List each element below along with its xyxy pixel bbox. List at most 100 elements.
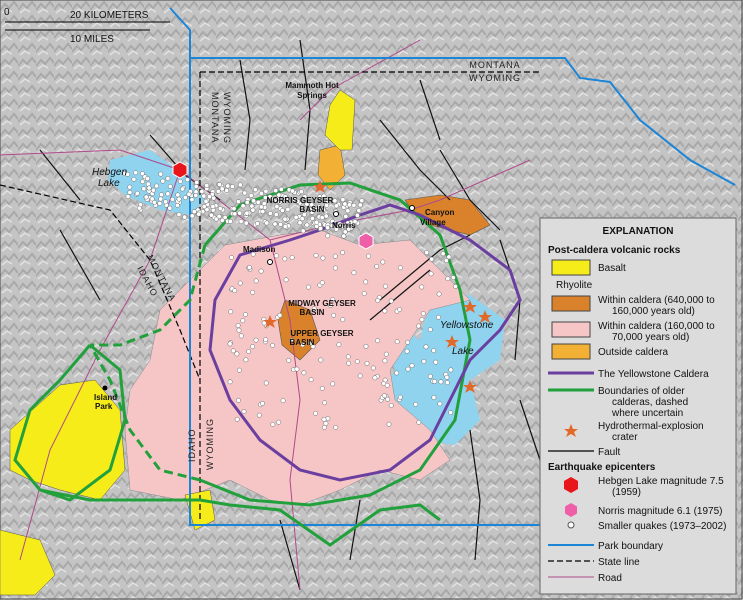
quake-dot [357,373,363,379]
quake-dot [440,251,446,257]
quake-dot [345,354,351,360]
quake-dot [196,211,202,217]
quake-dot [346,360,352,366]
quake-dot [397,394,403,400]
quake-dot [340,197,346,203]
quake-dot [240,318,246,324]
quake-dot [230,348,236,354]
label-line: Island [94,393,117,402]
quake-dot [250,251,256,257]
quake-dot [242,190,248,196]
quake-dot [194,179,200,185]
quake-dot [238,219,244,225]
norris-epicenter [358,232,374,250]
quake-dot [182,195,188,201]
place-label: NORRIS GEYSER BASIN [267,196,334,214]
quake-dot [384,382,390,388]
quake-dot [319,280,325,286]
quake-dot [253,337,259,343]
quake-dot [229,255,234,260]
quake-dot [236,327,242,333]
quake-dot [222,214,228,220]
basalt [9,379,126,501]
quake-dot [294,366,300,372]
quake-dot [244,199,250,205]
quake-dot [143,194,149,200]
quake-dot [258,204,264,210]
legend-label: Norris magnitude 6.1 (1975) [598,506,723,517]
town-dot [409,205,415,211]
crater [263,315,277,328]
quake-dot [127,184,133,190]
quake-dot [203,198,209,204]
quake-dot [176,196,182,202]
quake-dot [252,187,258,193]
basalt [0,529,56,596]
hebgen-epicenter [172,161,188,179]
quake-dot [346,226,352,232]
quake-dot [394,339,400,345]
older-caldera [13,343,441,547]
quake-dot [304,222,310,228]
quake-dot [159,192,164,198]
quake-dot [210,204,216,209]
quake-dot [311,306,317,312]
quake-dot [167,184,173,189]
scale-bar: 0 20 KILOMETERS 10 MILES [4,7,170,45]
quake-dot [215,188,221,194]
quake-dot [282,216,288,222]
quake-dot [334,203,339,209]
label-line: Yellowstone [440,320,494,331]
quake-dot [227,218,233,224]
quake-dot [256,412,262,418]
quake-dot [364,360,370,366]
quake-dot [246,264,252,270]
quake-dot [448,410,454,416]
state-lines [0,71,540,520]
legend-label: Within caldera (640,000 to 160,000 years … [598,295,715,317]
quake-dot [314,219,320,225]
quake-dot [267,210,273,216]
label-line: Canyon [425,208,454,217]
quake-dot [383,351,389,357]
quake-dot [321,193,327,199]
label-line: Within caldera (640,000 to [598,295,715,306]
quake-dot [228,309,234,315]
quake-dot [443,258,449,264]
quake-dot [300,342,306,348]
quake-dot [258,191,264,196]
quake-group [122,170,458,430]
legend-title: EXPLANATION [603,226,674,237]
place-label: Mammoth Hot Springs [285,81,339,100]
quake-dot [404,348,410,354]
quake-dot [282,256,288,262]
quake-dot [227,379,233,385]
quake-dot [423,344,429,350]
quake-dot [274,204,280,209]
quake-dot [321,416,327,422]
scale-zero: 0 [4,7,10,18]
quake-dot [204,182,210,188]
quake-dot [189,213,195,219]
label-line: calderas, dashed [612,397,688,408]
quake-dot [174,202,180,208]
legend-smaller [567,521,575,529]
quake-dot [427,373,433,379]
older-caldera-uncertain [88,244,207,482]
quake-dot [282,224,288,229]
state-label: IDAHO [187,428,197,462]
quake-dot [244,210,250,216]
town-dot [102,385,108,391]
quake-dot [388,298,394,304]
quake-dot [416,323,422,329]
quake-dot [273,212,279,218]
quake-dot [193,184,199,189]
legend-label: Park boundary [598,541,663,552]
quake-dot [337,221,343,227]
legend-label: The Yellowstone Caldera [598,369,709,380]
quake-dot [397,265,403,271]
quake-dot [263,380,269,386]
quake-dot [216,213,222,219]
quake-dot [431,348,437,354]
